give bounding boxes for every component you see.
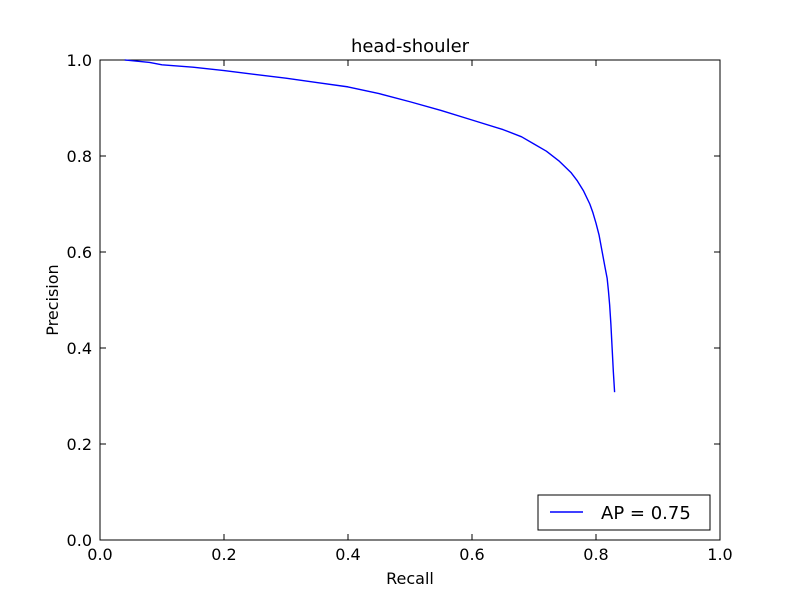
x-tick-label: 1.0 [707, 545, 732, 564]
x-tick-label: 0.2 [211, 545, 236, 564]
y-tick-label: 0.4 [67, 339, 92, 358]
y-tick-label: 0.6 [67, 243, 92, 262]
legend-label: AP = 0.75 [601, 503, 691, 524]
y-axis-label: Precision [43, 264, 62, 335]
y-tick-label: 0.8 [67, 147, 92, 166]
series-line [124, 59, 616, 393]
y-tick-label: 0.0 [67, 531, 92, 550]
chart-title: head-shouler [351, 36, 470, 57]
plot-frame [99, 59, 721, 541]
x-tick-label: 0.8 [583, 545, 608, 564]
plot-area: 0.0 0.2 0.4 0.6 0.8 1.0 0.0 0.2 0.4 0.6 0.8 1.0 [67, 51, 733, 564]
x-axis-label: Recall [386, 569, 434, 588]
x-tick-label: 0.0 [87, 545, 112, 564]
x-tick-label: 0.4 [335, 545, 360, 564]
y-tick-label: 1.0 [67, 51, 92, 70]
legend: AP = 0.75 [537, 494, 711, 531]
y-tick-label: 0.2 [67, 435, 92, 454]
x-tick-label: 0.6 [459, 545, 484, 564]
